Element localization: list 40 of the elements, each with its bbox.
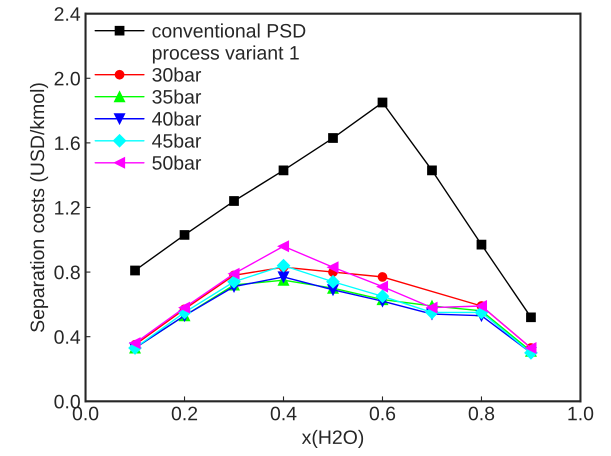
- annotation: process variant 1: [152, 45, 299, 64]
- y-tick-label: 0.4: [54, 330, 80, 344]
- text: 0.0: [54, 394, 80, 409]
- point: [476, 240, 486, 250]
- y-tick-label: 1.2: [55, 200, 80, 215]
- point: [278, 165, 288, 176]
- point: [427, 165, 437, 176]
- text: 0.0: [72, 406, 98, 420]
- y-tick-label: 0.8: [54, 266, 80, 280]
- text: 2.0: [54, 72, 80, 86]
- point: [376, 290, 390, 303]
- x-tick-label: 0.4: [270, 406, 296, 420]
- point: [278, 271, 290, 282]
- legend-label: 40bar: [152, 111, 202, 126]
- point: [376, 281, 388, 292]
- point: [526, 312, 536, 322]
- point: [328, 133, 338, 143]
- x-axis-title: x(H2O): [302, 430, 364, 448]
- legend-label: 30bar: [152, 67, 202, 82]
- point: [227, 275, 241, 288]
- x-tick-label: 0.6: [370, 406, 396, 420]
- legend-label: 50bar: [152, 155, 202, 170]
- legend-label: conventional PSD: [152, 23, 306, 38]
- x-tick-label: 0.8: [468, 406, 494, 420]
- point: [278, 240, 290, 252]
- text: 1.0: [568, 406, 594, 420]
- legend-label: 45bar: [152, 133, 202, 148]
- point: [378, 272, 388, 282]
- point: [326, 275, 340, 288]
- point: [378, 98, 388, 108]
- y-tick-label: 1.6: [55, 136, 80, 150]
- point: [276, 259, 290, 272]
- point: [130, 266, 140, 276]
- y-tick-label: 2.4: [54, 7, 80, 21]
- point: [229, 196, 239, 206]
- legend-label: 35bar: [152, 89, 202, 104]
- point: [327, 262, 339, 273]
- y-axis-title: Separation costs (USD/kmol): [30, 83, 48, 332]
- point: [180, 230, 190, 240]
- x-tick-label: 0.2: [172, 406, 198, 420]
